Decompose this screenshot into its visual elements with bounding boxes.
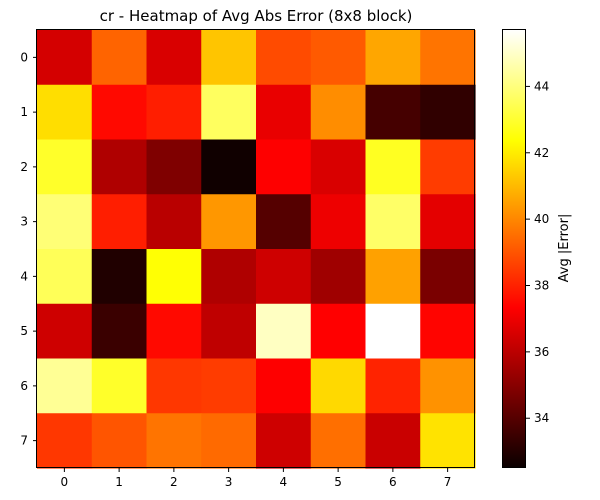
heatmap-cell-r3-c3 xyxy=(201,194,257,250)
heatmap-cell-r0-c2 xyxy=(146,30,202,86)
x-tick-label: 1 xyxy=(115,475,123,489)
y-tick-label: 3 xyxy=(20,215,28,229)
heatmap-cell-r7-c1 xyxy=(91,413,148,469)
heatmap-cell-r2-c6 xyxy=(365,139,421,195)
heatmap-cell-r2-c4 xyxy=(256,139,312,195)
heatmap-cell-r0-c0 xyxy=(37,30,93,86)
heatmap-cell-r6-c7 xyxy=(420,358,476,414)
heatmap-cell-r5-c6 xyxy=(365,303,421,360)
heatmap-cell-r4-c2 xyxy=(146,249,202,305)
heatmap-cell-r1-c0 xyxy=(37,84,93,141)
heatmap-cell-r3-c6 xyxy=(365,194,421,250)
heatmap-cell-r4-c4 xyxy=(256,249,312,305)
y-tick-label: 0 xyxy=(20,50,28,64)
heatmap-cell-r0-c4 xyxy=(256,30,312,86)
x-tick-label: 2 xyxy=(170,475,178,489)
colorbar-tick-label: 38 xyxy=(534,279,549,293)
heatmap-cell-r5-c0 xyxy=(37,303,93,360)
x-tick-label: 0 xyxy=(61,475,69,489)
heatmap-cell-r2-c1 xyxy=(91,139,148,195)
colorbar-tick-label: 36 xyxy=(534,345,549,359)
heatmap-cell-r4-c6 xyxy=(365,249,421,305)
colorbar xyxy=(502,29,526,468)
heatmap-cell-r6-c3 xyxy=(201,358,257,414)
heatmap-cell-r5-c2 xyxy=(146,303,202,360)
heatmap-cell-r5-c4 xyxy=(256,303,312,360)
heatmap-cell-r7-c7 xyxy=(420,413,476,469)
heatmap-cell-r0-c7 xyxy=(420,30,476,86)
heatmap-cell-r6-c0 xyxy=(37,358,93,414)
heatmap-cell-r7-c6 xyxy=(365,413,421,469)
plot-frame xyxy=(36,29,475,468)
heatmap-cell-r7-c3 xyxy=(201,413,257,469)
heatmap-cell-r5-c5 xyxy=(310,303,367,360)
y-tick-label: 6 xyxy=(20,379,28,393)
heatmap-cell-r3-c1 xyxy=(91,194,148,250)
heatmap-cell-r1-c1 xyxy=(91,84,148,141)
heatmap-cell-r4-c5 xyxy=(310,249,367,305)
y-axis-ticks: 0 1 2 3 4 5 6 7 xyxy=(20,50,37,448)
x-axis-ticks: 0 1 2 3 4 5 6 7 xyxy=(61,468,452,489)
heatmap-cell-r5-c7 xyxy=(420,303,476,360)
heatmap-cell-r1-c3 xyxy=(201,84,257,141)
y-tick-label: 4 xyxy=(20,269,28,283)
x-tick-label: 7 xyxy=(444,475,452,489)
colorbar-tick-label: 34 xyxy=(534,411,549,425)
y-tick-label: 5 xyxy=(20,324,28,338)
heatmap-cell-r6-c1 xyxy=(91,358,148,414)
heatmap-cell-r5-c3 xyxy=(201,303,257,360)
heatmap-cell-r5-c1 xyxy=(91,303,148,360)
heatmap-cell-r0-c1 xyxy=(91,30,148,86)
heatmap-cell-r1-c6 xyxy=(365,84,421,141)
heatmap-cell-r0-c5 xyxy=(310,30,367,86)
heatmap-cell-r1-c5 xyxy=(310,84,367,141)
heatmap-cell-r3-c2 xyxy=(146,194,202,250)
colorbar-tick-label: 42 xyxy=(534,146,549,160)
colorbar-label: Avg |Error| xyxy=(557,214,572,283)
y-tick-label: 7 xyxy=(20,434,28,448)
heatmap-cell-r6-c6 xyxy=(365,358,421,414)
heatmap-cell-r7-c4 xyxy=(256,413,312,469)
heatmap-cell-r1-c4 xyxy=(256,84,312,141)
heatmap-cell-r4-c7 xyxy=(420,249,476,305)
heatmap-cells xyxy=(37,30,476,469)
heatmap-cell-r0-c3 xyxy=(201,30,257,86)
heatmap-cell-r2-c7 xyxy=(420,139,476,195)
x-tick-label: 6 xyxy=(389,475,397,489)
heatmap-cell-r6-c4 xyxy=(256,358,312,414)
heatmap-cell-r0-c6 xyxy=(365,30,421,86)
heatmap-cell-r2-c0 xyxy=(37,139,93,195)
heatmap-cell-r6-c2 xyxy=(146,358,202,414)
heatmap-cell-r7-c0 xyxy=(37,413,93,469)
heatmap-cell-r2-c2 xyxy=(146,139,202,195)
x-tick-label: 5 xyxy=(334,475,342,489)
heatmap-cell-r2-c5 xyxy=(310,139,367,195)
colorbar-tick-label: 40 xyxy=(534,212,549,226)
colorbar-tick-label: 44 xyxy=(534,79,549,93)
heatmap-cell-r3-c7 xyxy=(420,194,476,250)
heatmap-cell-r7-c5 xyxy=(310,413,367,469)
heatmap-cell-r1-c2 xyxy=(146,84,202,141)
x-tick-label: 4 xyxy=(280,475,288,489)
heatmap-cell-r6-c5 xyxy=(310,358,367,414)
heatmap-cell-r4-c3 xyxy=(201,249,257,305)
heatmap-cell-r4-c0 xyxy=(37,249,93,305)
x-tick-label: 3 xyxy=(225,475,233,489)
y-tick-label: 2 xyxy=(20,160,28,174)
heatmap-cell-r2-c3 xyxy=(201,139,257,195)
heatmap-cell-r7-c2 xyxy=(146,413,202,469)
heatmap-cell-r1-c7 xyxy=(420,84,476,141)
colorbar-ticks: 34 36 38 40 42 44 xyxy=(526,79,549,425)
heatmap-cell-r4-c1 xyxy=(91,249,148,305)
chart-title: cr - Heatmap of Avg Abs Error (8x8 block… xyxy=(100,7,413,25)
heatmap-cell-r3-c5 xyxy=(310,194,367,250)
heatmap-cell-r3-c0 xyxy=(37,194,93,250)
y-tick-label: 1 xyxy=(20,105,28,119)
heatmap-cell-r3-c4 xyxy=(256,194,312,250)
